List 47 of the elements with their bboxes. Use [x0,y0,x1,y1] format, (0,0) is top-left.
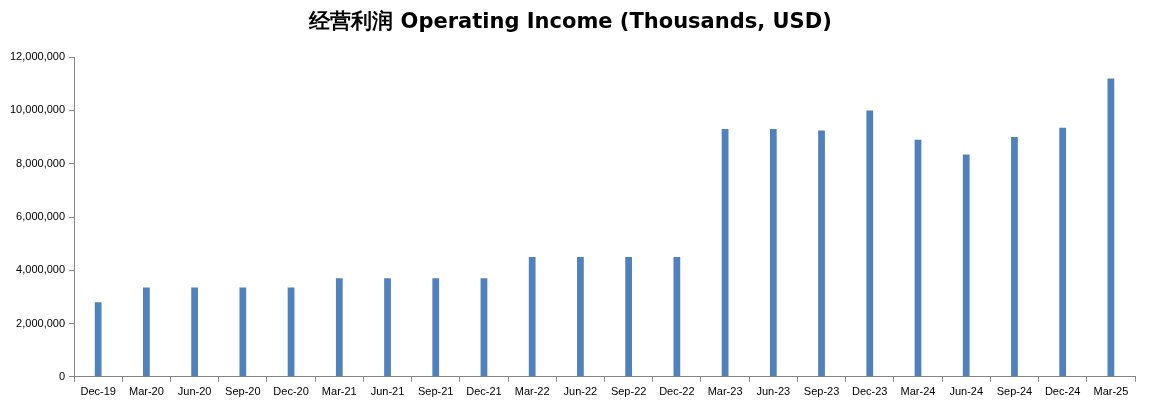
x-tick-label: Dec-21 [466,385,502,398]
bar [962,154,970,377]
bar [1059,127,1067,377]
bar [384,278,391,377]
y-tick-label: 8,000,000 [16,156,66,169]
x-tick-label: Sep-24 [996,385,1033,398]
y-tick-label: 4,000,000 [16,263,66,276]
x-tick-label: Jun-23 [756,385,791,398]
x-tick-label: Mar-22 [514,385,550,398]
x-tick-label: Dec-22 [659,385,695,398]
bar [866,110,874,377]
x-tick-label: Jun-24 [949,385,984,398]
x-tick-label: Jun-22 [563,385,598,398]
x-tick-label: Mar-20 [128,385,164,398]
x-tick-label: Mar-24 [900,385,936,398]
chart-title: 经营利润 Operating Income (Thousands, USD) [308,9,832,34]
x-tick-label: Dec-24 [1044,385,1081,398]
bar [625,256,633,377]
x-tick-label: Sep-21 [418,385,454,398]
x-tick-label: Mar-25 [1093,385,1129,398]
bar [818,130,825,377]
bar [432,278,440,377]
x-tick-label: Mar-21 [321,385,357,398]
x-tick-label: Sep-22 [610,385,647,398]
y-tick-label: 2,000,000 [16,316,66,329]
x-tick-label: Dec-19 [80,385,116,398]
bar [673,256,681,377]
y-tick-label: 0 [58,369,66,382]
x-tick-label: Mar-23 [707,385,743,398]
bar [239,287,247,377]
bar [94,302,102,377]
x-tick-label: Sep-23 [803,385,840,398]
bar [577,256,584,377]
x-tick-label: Jun-21 [370,385,405,398]
x-tick-label: Sep-20 [225,385,261,398]
bar [1011,137,1018,377]
bar [769,129,777,377]
x-tick-label: Dec-23 [852,385,888,398]
bar [528,256,536,377]
bar [335,278,343,377]
x-tick-label: Jun-20 [177,385,212,398]
bar [191,287,198,377]
y-tick-label: 12,000,000 [9,50,66,63]
x-tick-label: Dec-20 [273,385,309,398]
bar [143,287,150,377]
y-tick-label: 6,000,000 [16,210,66,223]
y-tick-label: 10,000,000 [9,103,66,116]
